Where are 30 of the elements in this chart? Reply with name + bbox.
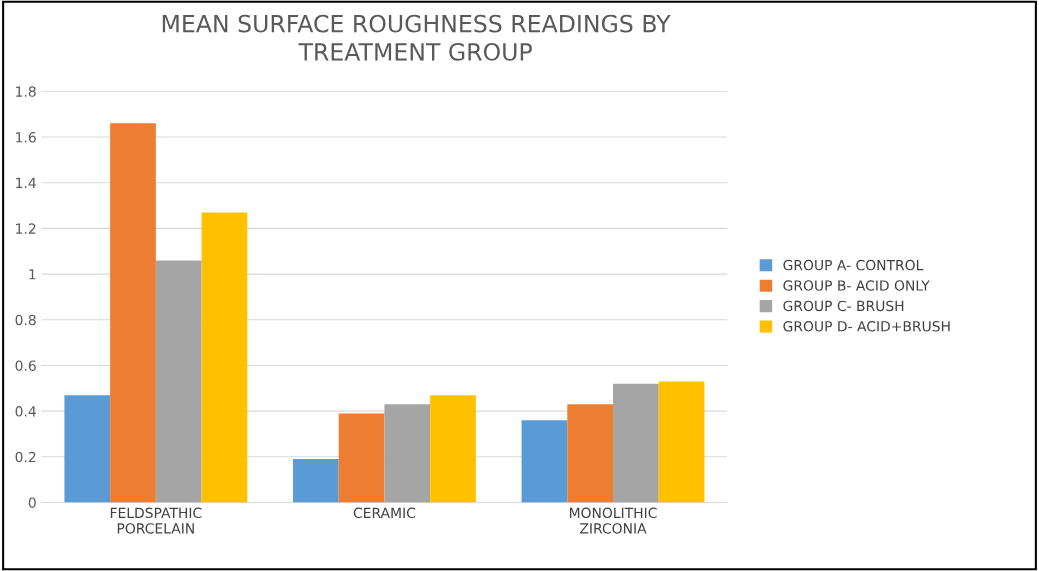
bar xyxy=(567,404,614,503)
bar xyxy=(521,420,568,503)
bar xyxy=(201,212,248,503)
bar xyxy=(293,459,339,503)
y-tick-label: 1.6 xyxy=(16,132,36,143)
x-tick-label: MONOLITHIC ZIRCONIA xyxy=(569,507,657,534)
bar xyxy=(430,395,476,503)
y-tick-label: 0.4 xyxy=(15,406,36,417)
bar xyxy=(64,395,111,503)
bar xyxy=(658,381,705,503)
y-tick-label: 1.8 xyxy=(16,86,36,97)
bar xyxy=(613,383,659,503)
y-tick-label: 0 xyxy=(28,497,36,508)
x-tick-label: CERAMIC xyxy=(353,507,416,519)
chart-title: MEAN SURFACE ROUGHNESS READINGS BY TREATMENT GROUP xyxy=(162,14,671,61)
y-tick-label: 1.2 xyxy=(16,223,36,234)
y-tick-label: 1 xyxy=(29,269,36,280)
x-tick-label: FELDSPATHIC PORCELAIN xyxy=(110,507,202,534)
legend-label: GROUP B- ACID ONLY xyxy=(783,280,930,291)
legend-label: GROUP D- ACID+BRUSH xyxy=(783,321,950,332)
bar xyxy=(384,404,431,503)
y-tick-label: 0.6 xyxy=(15,360,36,371)
y-tick-label: 1.4 xyxy=(16,177,36,188)
bar xyxy=(155,260,202,503)
y-tick-label: 0.8 xyxy=(15,314,36,326)
y-tick-label: 0.2 xyxy=(15,451,36,463)
bar xyxy=(110,123,156,503)
legend-label: GROUP A- CONTROL xyxy=(783,259,924,271)
legend-label: GROUP C- BRUSH xyxy=(783,300,904,312)
bar xyxy=(338,413,385,503)
